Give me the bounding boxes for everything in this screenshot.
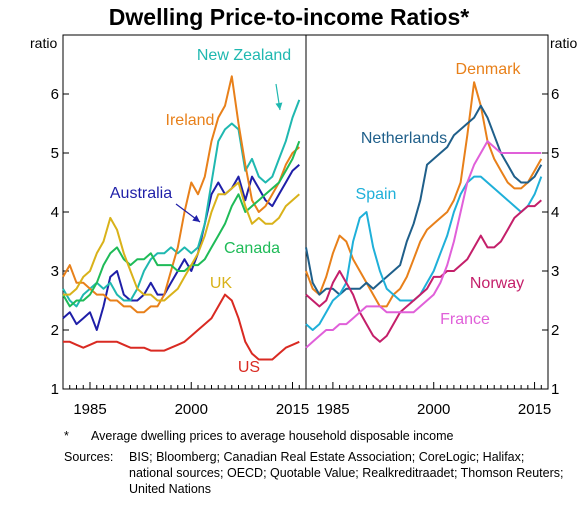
x-tick-label: 2015 — [518, 401, 551, 418]
series-line-spain — [305, 175, 543, 331]
series-line-denmark — [305, 81, 543, 308]
series-line-ireland — [62, 75, 300, 314]
y-tick-label-left: 3 — [51, 263, 59, 280]
x-tick-label: 1985 — [316, 401, 349, 418]
series-label-france: France — [440, 311, 490, 328]
series-label-spain: Spain — [356, 186, 397, 203]
series-label-new-zealand: New Zealand — [197, 47, 291, 64]
series-label-netherlands: Netherlands — [361, 130, 447, 147]
y-tick-label-left: 2 — [51, 322, 59, 339]
x-tick-label: 2000 — [175, 401, 208, 418]
series-line-netherlands — [305, 104, 543, 296]
y-tick-label-right: 5 — [551, 145, 559, 162]
y-tick-label-left: 6 — [51, 86, 59, 103]
x-tick-label: 2015 — [276, 401, 309, 418]
sources-text: BIS; Bloomberg; Canadian Real Estate Ass… — [129, 450, 564, 496]
y-tick-label-right: 1 — [551, 381, 559, 398]
series-label-australia: Australia — [110, 185, 172, 202]
chart-title: Dwelling Price-to-income Ratios* — [108, 4, 470, 30]
series-label-canada: Canada — [224, 240, 280, 257]
y-tick-label-right: 6 — [551, 86, 559, 103]
series-line-norway — [305, 199, 542, 343]
series-line-france — [305, 140, 542, 349]
y-tick-label-left: 1 — [51, 381, 59, 398]
y-axis-label-right: ratio — [550, 35, 577, 51]
sources-label: Sources: — [64, 450, 114, 464]
series-line-uk — [63, 181, 300, 302]
series-labels: Australia New Zealand Ireland Canada UK US Den… — [110, 47, 524, 376]
label-arrowhead — [275, 102, 283, 110]
series-line-australia — [62, 164, 300, 331]
y-tick-label-left: 5 — [51, 145, 59, 162]
y-tick-label-left: 4 — [51, 204, 59, 221]
y-axis-label-left: ratio — [30, 35, 57, 51]
y-tick-label-right: 4 — [551, 204, 559, 221]
series-label-us: US — [238, 359, 260, 376]
series-label-denmark: Denmark — [456, 61, 522, 78]
series-line-canada — [62, 140, 301, 308]
y-tick-label-right: 2 — [551, 322, 559, 339]
series-label-ireland: Ireland — [166, 112, 215, 129]
y-tick-label-right: 3 — [551, 263, 559, 280]
series-lines — [62, 75, 543, 361]
series-label-norway: Norway — [470, 275, 524, 292]
footnote-marker: * — [64, 429, 69, 443]
x-tick-label: 2000 — [417, 401, 450, 418]
x-tick-label: 1985 — [73, 401, 106, 418]
series-label-uk: UK — [210, 275, 233, 292]
label-arrowhead — [192, 215, 200, 222]
footnote-text: Average dwelling prices to average house… — [91, 429, 454, 443]
series-line-us — [63, 293, 300, 361]
series-line-new-zealand — [62, 99, 301, 308]
